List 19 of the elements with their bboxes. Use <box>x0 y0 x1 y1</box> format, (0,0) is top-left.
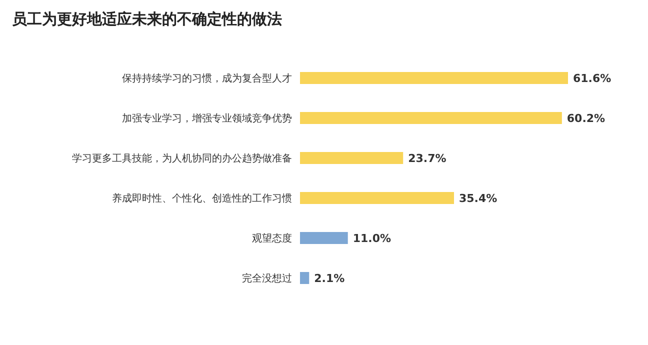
y-tick-label: 完全没想过 <box>242 272 292 285</box>
data-label: 23.7% <box>408 152 446 165</box>
y-tick-label: 养成即时性、个性化、创造性的工作习惯 <box>112 192 292 205</box>
y-tick-label: 保持持续学习的习惯，成为复合型人才 <box>122 72 292 85</box>
y-tick-label: 学习更多工具技能，为人机协同的办公趋势做准备 <box>72 152 292 165</box>
bar <box>300 232 348 244</box>
bar <box>300 192 454 204</box>
bar <box>300 152 404 164</box>
y-tick-label: 加强专业学习，增强专业领域竞争优势 <box>122 112 292 125</box>
bar <box>300 112 562 124</box>
text: 员工为更好地适应未来的不确定性的做法 <box>12 10 282 29</box>
y-tick-label: 观望态度 <box>252 232 292 245</box>
data-label: 60.2% <box>566 112 606 125</box>
data-label: 35.4% <box>459 192 498 205</box>
data-label: 61.6% <box>573 72 612 85</box>
data-label: 11.0% <box>352 232 392 245</box>
bar <box>300 272 310 284</box>
bar <box>300 72 568 84</box>
data-label: 2.1% <box>314 272 345 285</box>
